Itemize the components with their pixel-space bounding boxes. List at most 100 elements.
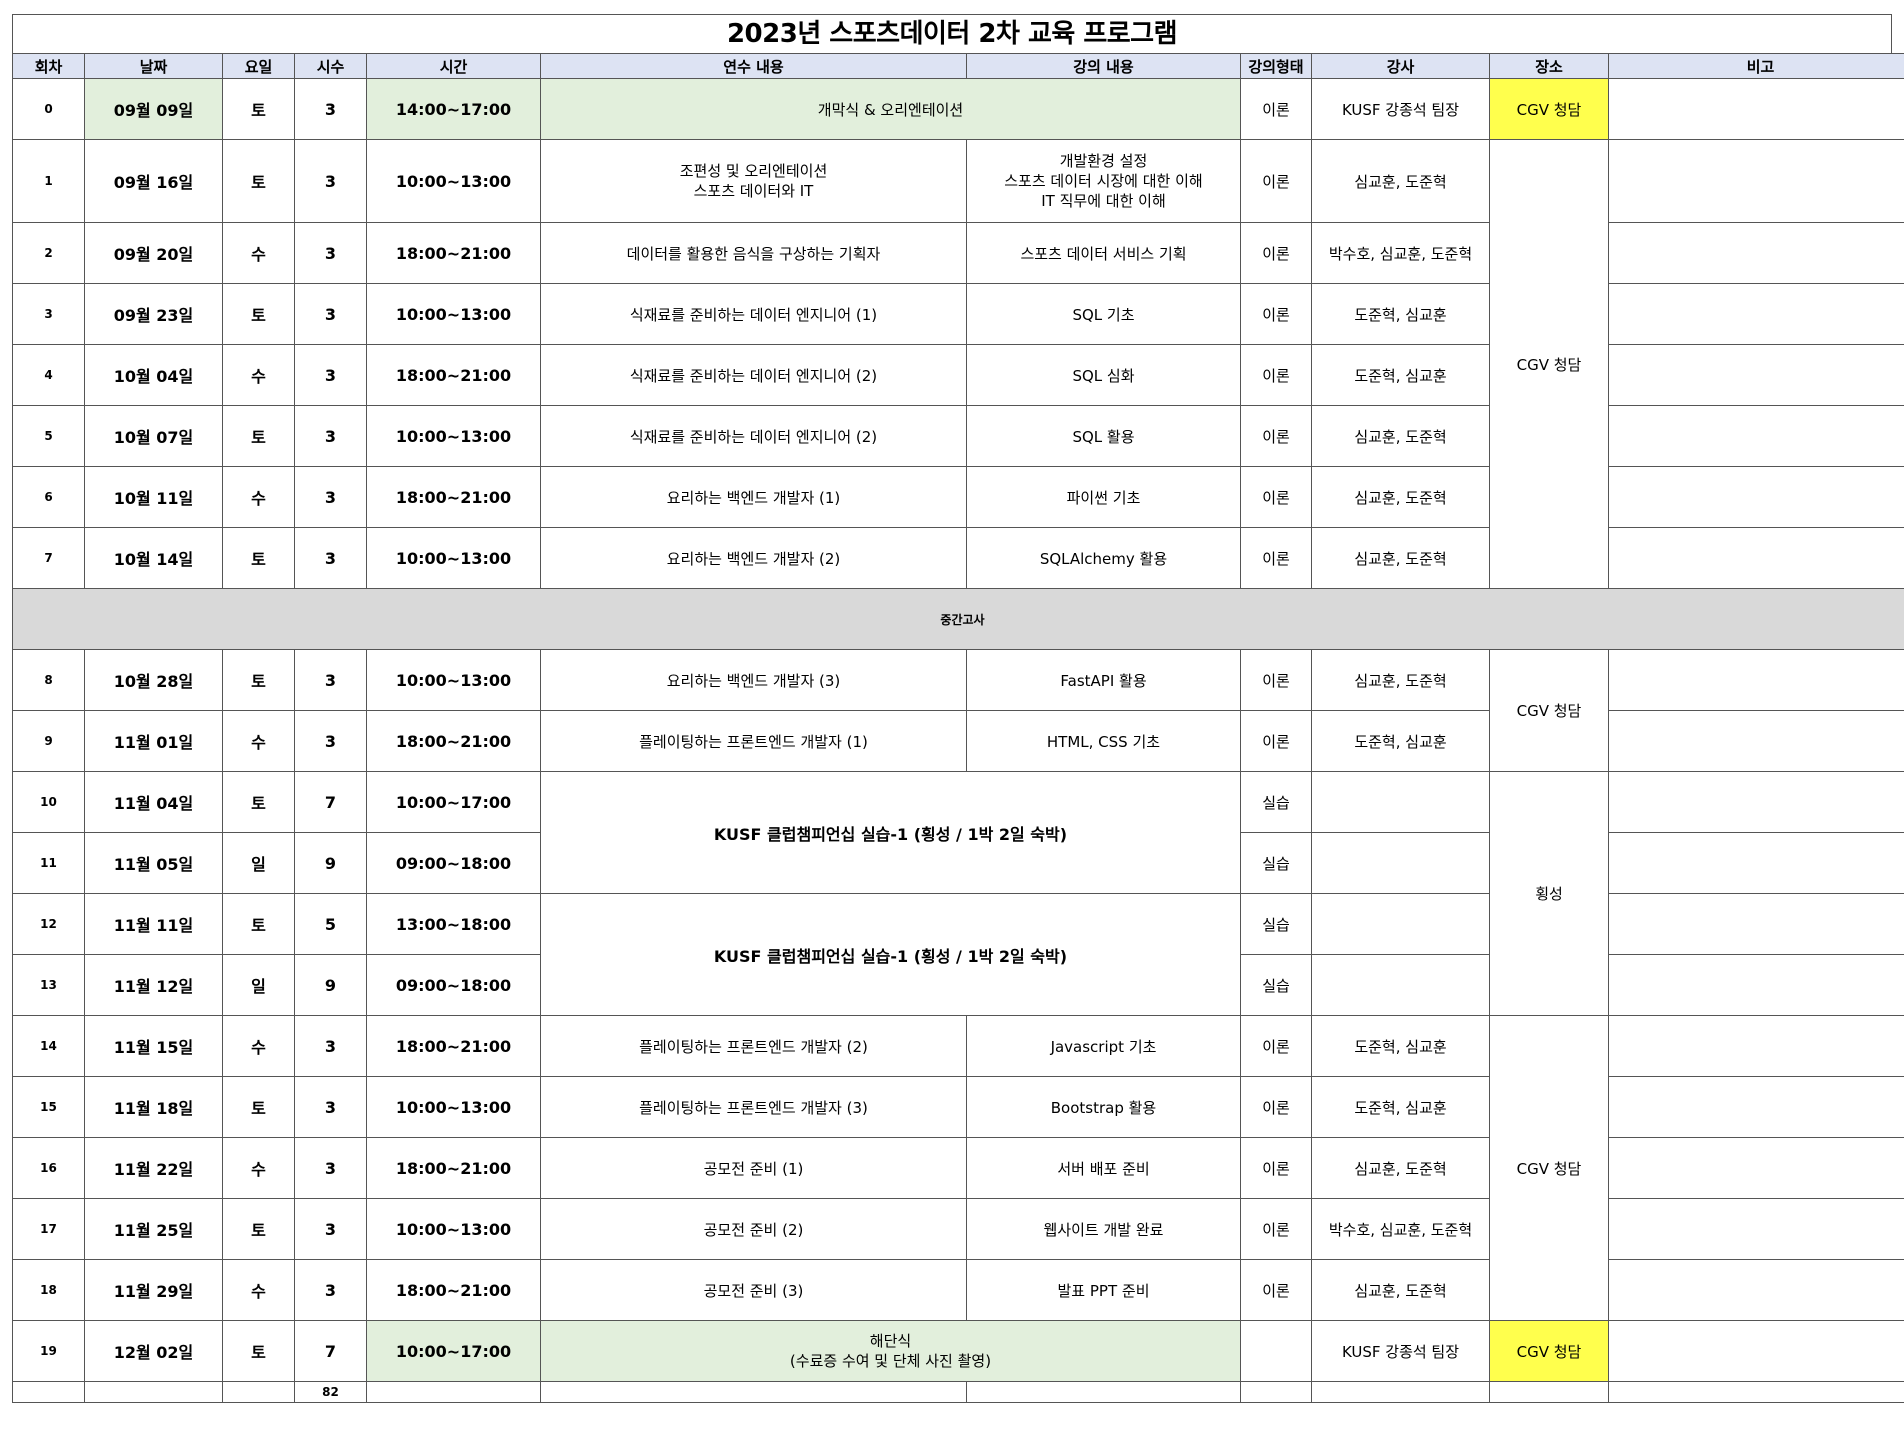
cell-day: 토 (222, 893, 295, 955)
cell-note (1608, 710, 1904, 772)
cell-lecture: 발표 PPT 준비 (966, 1259, 1241, 1321)
cell-note (1608, 222, 1904, 284)
cell-instructor: 심교훈, 도준혁 (1311, 649, 1490, 711)
cell-place: CGV 청담 (1489, 1015, 1609, 1321)
header-no: 회차 (12, 53, 85, 79)
cell-training: 식재료를 준비하는 데이터 엔지니어 (1) (540, 283, 967, 345)
cell-training: 공모전 준비 (2) (540, 1198, 967, 1260)
cell-lecture: 서버 배포 준비 (966, 1137, 1241, 1199)
cell-type (1240, 1320, 1312, 1382)
cell-date: 10월 07일 (84, 405, 223, 467)
cell-day: 토 (222, 771, 295, 833)
cell-no: 14 (12, 1015, 85, 1077)
cell-training: 요리하는 백엔드 개발자 (1) (540, 466, 967, 528)
header-day: 요일 (222, 53, 295, 79)
cell-no: 11 (12, 832, 85, 894)
cell-lecture: SQL 심화 (966, 344, 1241, 406)
table-row: 14 11월 15일 수 3 18:00~21:00 플레이팅하는 프론트엔드 … (12, 1015, 1904, 1321)
header-hours: 시수 (294, 53, 367, 79)
cell-type: 이론 (1240, 1015, 1312, 1077)
cell-hours: 3 (294, 1198, 367, 1260)
cell-date: 09월 23일 (84, 283, 223, 345)
cell-lecture: Bootstrap 활용 (966, 1076, 1241, 1138)
cell-training: 공모전 준비 (1) (540, 1137, 967, 1199)
cell-note (1608, 649, 1904, 711)
cell-lecture: SQLAlchemy 활용 (966, 527, 1241, 589)
cell-type: 이론 (1240, 1259, 1312, 1321)
cell-note (1608, 344, 1904, 406)
cell-instructor: KUSF 강종석 팀장 (1311, 78, 1490, 140)
cell-note (1608, 466, 1904, 528)
cell-instructor: 도준혁, 심교훈 (1311, 283, 1490, 345)
table-row: 18 11월 29일 수 3 18:00~21:00 공모전 준비 (3) 발표… (12, 1259, 1904, 1321)
cell-instructor (1311, 893, 1490, 955)
header-row: 회차 날짜 요일 시수 시간 연수 내용 강의 내용 강의형태 강사 장소 비고 (12, 53, 1904, 79)
cell-empty (966, 1381, 1241, 1403)
cell-type: 이론 (1240, 405, 1312, 467)
cell-no: 6 (12, 466, 85, 528)
table-row: 19 12월 02일 토 7 10:00~17:00 해단식 (수료증 수여 및… (12, 1320, 1904, 1382)
cell-type: 실습 (1240, 954, 1312, 1016)
cell-instructor: 도준혁, 심교훈 (1311, 710, 1490, 772)
cell-date: 11월 01일 (84, 710, 223, 772)
cell-instructor: 박수호, 심교훈, 도준혁 (1311, 222, 1490, 284)
cell-type: 이론 (1240, 1137, 1312, 1199)
cell-hours: 3 (294, 344, 367, 406)
cell-no: 8 (12, 649, 85, 711)
cell-note (1608, 1198, 1904, 1260)
cell-instructor (1311, 954, 1490, 1016)
training-line: 조편성 및 오리엔테이션 (679, 162, 828, 180)
cell-time: 10:00~17:00 (366, 771, 541, 833)
cell-date: 11월 12일 (84, 954, 223, 1016)
cell-date: 09월 09일 (84, 78, 223, 140)
cell-no: 5 (12, 405, 85, 467)
cell-note (1608, 527, 1904, 589)
cell-empty (540, 1381, 967, 1403)
cell-note (1608, 139, 1904, 223)
cell-instructor: 심교훈, 도준혁 (1311, 1137, 1490, 1199)
header-date: 날짜 (84, 53, 223, 79)
cell-lecture: FastAPI 활용 (966, 649, 1241, 711)
cell-note (1608, 283, 1904, 345)
cell-hours: 3 (294, 139, 367, 223)
cell-hours: 7 (294, 1320, 367, 1382)
cell-day: 수 (222, 344, 295, 406)
cell-type: 실습 (1240, 832, 1312, 894)
table-row: 7 10월 14일 토 3 10:00~13:00 요리하는 백엔드 개발자 (… (12, 527, 1904, 589)
cell-hours: 3 (294, 1076, 367, 1138)
cell-day: 토 (222, 527, 295, 589)
cell-no: 17 (12, 1198, 85, 1260)
cell-place: 횡성 (1489, 771, 1609, 1016)
table-row: 8 10월 28일 토 3 10:00~13:00 요리하는 백엔드 개발자 (… (12, 649, 1904, 772)
cell-time: 18:00~21:00 (366, 344, 541, 406)
cell-training: 식재료를 준비하는 데이터 엔지니어 (2) (540, 344, 967, 406)
cell-empty (84, 1381, 223, 1403)
cell-type: 이론 (1240, 649, 1312, 711)
cell-lecture: 파이썬 기초 (966, 466, 1241, 528)
cell-training: 조편성 및 오리엔테이션 스포츠 데이터와 IT (540, 139, 967, 223)
midterm-row: 중간고사 (12, 588, 1904, 650)
cell-no: 7 (12, 527, 85, 589)
cell-training: KUSF 클럽챔피언십 실습-1 (횡성 / 1박 2일 숙박) (540, 893, 1241, 1016)
schedule-sheet: 2023년 스포츠데이터 2차 교육 프로그램 회차 날짜 요일 시수 시간 연… (12, 14, 1904, 1403)
cell-date: 10월 11일 (84, 466, 223, 528)
cell-date: 11월 04일 (84, 771, 223, 833)
cell-time: 10:00~13:00 (366, 139, 541, 223)
table-row: 12 11월 11일 토 5 13:00~18:00 KUSF 클럽챔피언십 실… (12, 893, 1904, 1016)
cell-no: 9 (12, 710, 85, 772)
cell-training: KUSF 클럽챔피언십 실습-1 (횡성 / 1박 2일 숙박) (540, 771, 1241, 894)
table-row: 17 11월 25일 토 3 10:00~13:00 공모전 준비 (2) 웹사… (12, 1198, 1904, 1260)
cell-time: 18:00~21:00 (366, 466, 541, 528)
cell-no: 0 (12, 78, 85, 140)
lecture-line: IT 직무에 대한 이해 (1041, 192, 1166, 210)
cell-empty (1311, 1381, 1490, 1403)
table-row: 2 09월 20일 수 3 18:00~21:00 데이터를 활용한 음식을 구… (12, 222, 1904, 284)
cell-type: 실습 (1240, 893, 1312, 955)
cell-note (1608, 893, 1904, 955)
cell-training: 데이터를 활용한 음식을 구상하는 기획자 (540, 222, 967, 284)
header-training: 연수 내용 (540, 53, 967, 79)
cell-hours: 5 (294, 893, 367, 955)
cell-day: 토 (222, 1320, 295, 1382)
cell-type: 이론 (1240, 466, 1312, 528)
cell-training: 플레이팅하는 프론트엔드 개발자 (3) (540, 1076, 967, 1138)
